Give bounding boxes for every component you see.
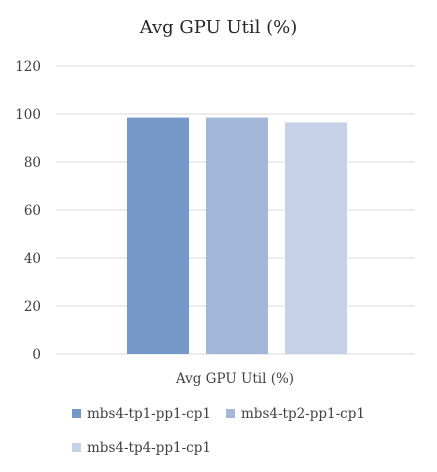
y-tick-label: 0 xyxy=(32,347,41,363)
legend-item-series-1: mbs4-tp1-pp1-cp1 xyxy=(72,406,211,422)
y-axis-tick-labels: 0 20 40 60 80 100 120 xyxy=(15,59,41,363)
chart-title: Avg GPU Util (%) xyxy=(139,17,298,38)
legend-label: mbs4-tp4-pp1-cp1 xyxy=(87,440,211,456)
legend-label: mbs4-tp1-pp1-cp1 xyxy=(87,406,211,422)
bar-series-2 xyxy=(206,117,268,354)
legend-swatch xyxy=(226,409,235,418)
x-axis-category-labels: Avg GPU Util (%) xyxy=(175,371,294,387)
y-tick-label: 40 xyxy=(24,251,41,267)
y-tick-label: 80 xyxy=(24,155,41,171)
bar-series-3 xyxy=(285,122,347,355)
bars xyxy=(127,117,347,355)
y-tick-label: 100 xyxy=(15,107,41,123)
legend-swatch xyxy=(72,443,81,452)
legend-label: mbs4-tp2-pp1-cp1 xyxy=(241,406,365,422)
legend-item-series-3: mbs4-tp4-pp1-cp1 xyxy=(72,440,211,456)
y-tick-label: 20 xyxy=(24,299,41,315)
legend-swatch xyxy=(72,409,81,418)
y-tick-label: 120 xyxy=(15,59,41,75)
y-tick-label: 60 xyxy=(24,203,41,219)
legend-item-series-2: mbs4-tp2-pp1-cp1 xyxy=(226,406,365,422)
bar-series-1 xyxy=(127,117,189,354)
x-category-label: Avg GPU Util (%) xyxy=(175,371,294,387)
